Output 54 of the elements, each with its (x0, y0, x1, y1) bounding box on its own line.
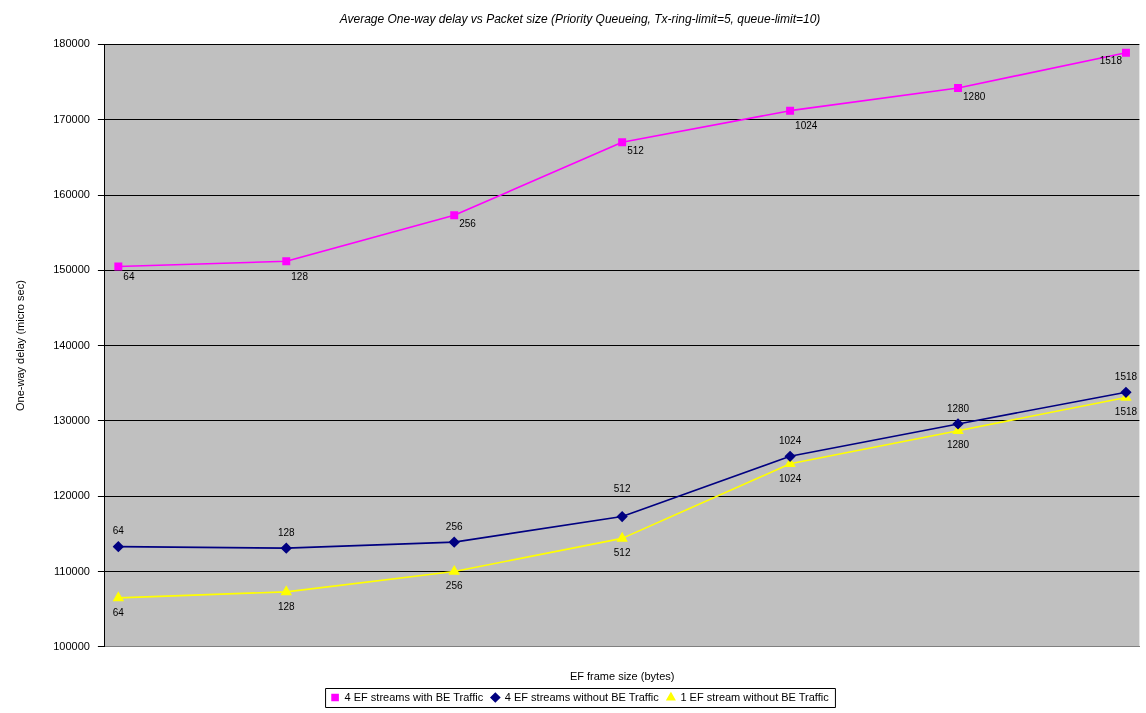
y-tick-label: 150000 (53, 263, 90, 276)
annotation: 128 (291, 271, 309, 283)
legend-label: 4 EF streams with BE Traffic (344, 690, 484, 703)
annotation: 1280 (963, 90, 986, 102)
annotation: 512 (613, 547, 631, 559)
y-tick-label: 130000 (53, 413, 90, 426)
y-tick-label: 110000 (54, 564, 90, 577)
y-tick-label: 120000 (53, 489, 90, 502)
annotation: 256 (459, 218, 477, 230)
point (786, 106, 795, 115)
annotation: 64 (123, 271, 135, 283)
point (954, 84, 963, 93)
legend-label: 1 EF stream without BE Traffic (680, 690, 830, 703)
y-tick-label: 180000 (53, 37, 90, 50)
annotation: 1518 (1114, 371, 1138, 383)
point (449, 565, 460, 575)
y-tick-label: 160000 (53, 188, 90, 201)
annotation: 64 (112, 606, 125, 618)
annotation: 256 (445, 520, 463, 532)
point (1121, 48, 1130, 57)
point (113, 592, 124, 602)
point (113, 541, 124, 552)
legend-label: 4 EF streams without BE Traffic (504, 690, 660, 703)
annotation: 512 (613, 482, 631, 494)
point (281, 586, 292, 596)
annotation: 512 (627, 145, 645, 157)
y-axis-title: One-way delay (micro sec) (13, 280, 26, 412)
point (952, 418, 964, 430)
point (784, 450, 796, 462)
y-tick-label: 170000 (53, 112, 90, 125)
point (1120, 386, 1132, 398)
annotation: 128 (277, 600, 296, 612)
annotation: 1280 (946, 439, 970, 451)
y-tick-label: 100000 (53, 639, 90, 652)
annotation: 64 (112, 525, 125, 537)
annotation: 1024 (778, 472, 802, 484)
annotation: 1024 (778, 435, 802, 447)
x-axis-title: EF frame size (bytes) (569, 670, 675, 683)
annotation: 128 (277, 526, 296, 538)
chart-title: Average One-way delay vs Packet size (Priority Queueing, Tx-ring-limit=5, queue-limit=10) (338, 11, 821, 26)
point (618, 138, 627, 147)
point (280, 542, 292, 554)
point (616, 511, 628, 522)
annotation: 256 (445, 580, 463, 592)
point (114, 262, 123, 271)
point (448, 536, 460, 548)
point (450, 211, 459, 220)
annotation: 1280 (946, 402, 970, 414)
point (617, 532, 628, 542)
annotation: 1518 (1114, 406, 1138, 418)
y-tick-label: 140000 (53, 338, 90, 351)
annotation: 1024 (795, 120, 818, 132)
annotation: 1518 (1099, 55, 1123, 67)
point (282, 257, 291, 266)
